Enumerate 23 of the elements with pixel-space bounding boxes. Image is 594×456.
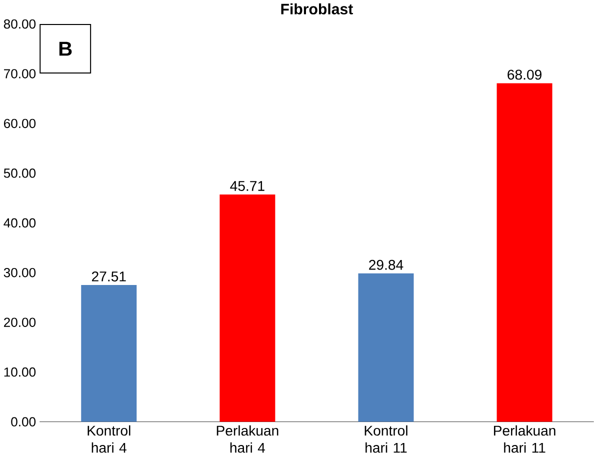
chart-title: Fibroblast	[281, 3, 353, 14]
y-tick-label: 60.00	[4, 118, 36, 128]
y-tick-label: 30.00	[4, 268, 36, 278]
bar	[358, 273, 414, 422]
data-label: 45.71	[230, 181, 264, 191]
bar	[496, 83, 552, 422]
x-tick-label: Perlakuan hari 4	[216, 425, 278, 453]
data-label: 27.51	[92, 271, 126, 282]
annotation: B	[59, 42, 72, 56]
y-tick-label: 80.00	[4, 19, 36, 29]
y-tick-label: 40.00	[4, 218, 36, 228]
x-tick-label: Kontrol hari 11	[364, 425, 408, 453]
bar	[81, 284, 137, 422]
x-tick-label: Perlakuan hari 11	[494, 425, 556, 453]
x-tick-label: Kontrol hari 4	[88, 425, 130, 453]
y-tick-label: 0.00	[11, 417, 36, 426]
data-label: 68.09	[508, 70, 542, 80]
y-tick-label: 70.00	[4, 69, 36, 78]
y-tick-label: 50.00	[4, 168, 36, 178]
bar	[220, 194, 276, 422]
y-tick-label: 10.00	[4, 367, 36, 377]
data-label: 29.84	[369, 260, 404, 270]
y-tick-label: 20.00	[4, 318, 36, 327]
